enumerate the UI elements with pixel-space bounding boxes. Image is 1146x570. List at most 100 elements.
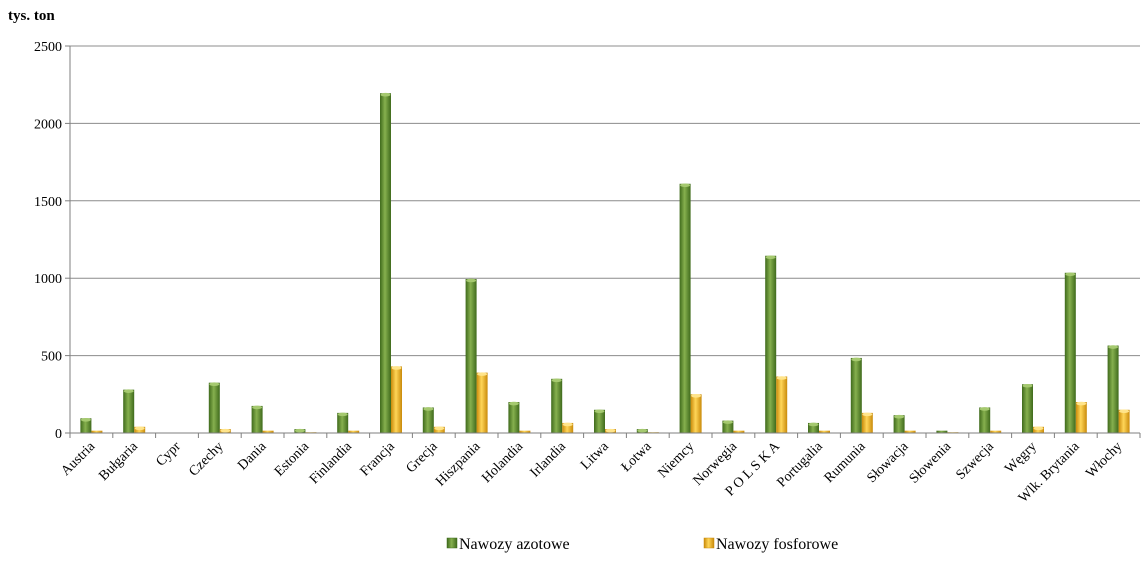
x-category-label: Słowenia <box>907 439 955 487</box>
bar-nawozy-fosforowe-body <box>776 376 788 433</box>
bar-nawozy-fosforowe <box>990 430 1002 433</box>
x-category-label: Hiszpania <box>433 439 484 490</box>
bar-nawozy-azotowe <box>208 382 220 433</box>
bar-nawozy-azotowe-cap <box>466 278 477 283</box>
bar-nawozy-azotowe-cap <box>637 428 648 433</box>
legend-item: Nawozy fosforowe <box>703 536 838 553</box>
bar-nawozy-azotowe-cap <box>1022 383 1033 388</box>
bar-nawozy-azotowe <box>465 278 477 433</box>
bar-nawozy-fosforowe-body <box>1118 409 1130 433</box>
bar-nawozy-fosforowe-body <box>690 394 702 433</box>
bar-nawozy-azotowe-body <box>80 418 92 433</box>
bar-nawozy-fosforowe-body <box>262 430 274 433</box>
bar-nawozy-azotowe <box>808 422 819 433</box>
x-category-label: Grecja <box>404 439 442 477</box>
bar-nawozy-azotowe <box>251 405 263 433</box>
bar-nawozy-azotowe-cap <box>551 378 562 383</box>
bar-nawozy-azotowe <box>123 389 135 433</box>
bar-nawozy-azotowe-body <box>465 278 477 433</box>
y-tick-label: 0 <box>55 427 62 442</box>
bar-nawozy-azotowe-cap <box>594 409 605 414</box>
x-category-label: Cypr <box>153 439 184 470</box>
x-category-label: Dania <box>235 439 270 474</box>
bar-nawozy-azotowe-body <box>422 407 434 433</box>
bar-nawozy-azotowe-body <box>979 407 991 433</box>
bar-nawozy-azotowe-cap <box>1108 345 1119 349</box>
bar-nawozy-azotowe <box>850 357 862 433</box>
bar-nawozy-fosforowe-body <box>904 430 916 433</box>
bar-nawozy-azotowe <box>936 430 948 433</box>
bar-nawozy-fosforowe-cap <box>391 366 402 370</box>
bar-nawozy-azotowe-cap <box>508 401 519 406</box>
bar-nawozy-azotowe <box>508 401 520 433</box>
bar-nawozy-azotowe <box>1064 272 1076 433</box>
bar-nawozy-azotowe-body <box>551 378 563 433</box>
bar-nawozy-azotowe-cap <box>808 422 819 427</box>
bar-nawozy-azotowe-body <box>893 415 905 433</box>
bar-nawozy-azotowe-body <box>508 402 520 433</box>
bar-nawozy-fosforowe <box>733 430 745 433</box>
legend-label: Nawozy fosforowe <box>716 536 838 553</box>
bar-nawozy-azotowe-cap <box>423 407 434 411</box>
bar-nawozy-fosforowe-body <box>519 430 531 433</box>
gridlines <box>65 45 1140 434</box>
bar-nawozy-fosforowe-cap <box>220 428 231 433</box>
bar-nawozy-fosforowe-cap <box>134 426 145 431</box>
bar-nawozy-fosforowe-cap <box>776 376 787 380</box>
bar-nawozy-fosforowe <box>1033 426 1044 433</box>
bar-nawozy-fosforowe-body <box>733 430 745 433</box>
legend-swatch <box>446 537 458 549</box>
bar-nawozy-azotowe <box>337 412 349 433</box>
x-category-label: Węgry <box>1002 439 1040 477</box>
bar-nawozy-azotowe-body <box>594 409 605 433</box>
legend-item: Nawozy azotowe <box>446 536 570 553</box>
x-category-label: Niemcy <box>655 439 697 481</box>
bars <box>80 92 1130 434</box>
bar-nawozy-fosforowe <box>605 428 616 433</box>
bar-nawozy-azotowe <box>422 407 434 433</box>
bar-nawozy-fosforowe <box>690 394 702 433</box>
x-category-label: Słowacja <box>865 439 912 486</box>
bar-nawozy-azotowe <box>893 414 905 433</box>
bar-nawozy-fosforowe-body <box>562 422 574 433</box>
bar-nawozy-azotowe-cap <box>209 382 220 386</box>
y-tick-label: 1000 <box>34 272 62 287</box>
bar-nawozy-fosforowe-cap <box>434 426 445 431</box>
bar-nawozy-azotowe <box>679 183 691 433</box>
x-category-label: Portugalia <box>775 439 827 491</box>
bar-nawozy-azotowe-cap <box>765 255 776 260</box>
bar-nawozy-fosforowe <box>904 430 916 433</box>
bar-nawozy-fosforowe-cap <box>605 428 616 433</box>
bar-nawozy-fosforowe-body <box>861 412 873 433</box>
bar-nawozy-azotowe <box>594 409 605 433</box>
bar-nawozy-fosforowe-cap <box>477 372 488 376</box>
bar-nawozy-azotowe-cap <box>722 420 733 424</box>
bar-nawozy-fosforowe <box>262 430 274 433</box>
bar-nawozy-fosforowe-body <box>91 430 103 433</box>
bar-nawozy-fosforowe <box>562 422 574 433</box>
bar-nawozy-fosforowe <box>776 376 788 433</box>
x-category-label: Bułgaria <box>96 439 141 484</box>
bar-nawozy-fosforowe <box>1075 401 1087 433</box>
x-category-label: Litwa <box>578 439 612 473</box>
bar-nawozy-azotowe-body <box>722 420 734 433</box>
bar-nawozy-azotowe-body <box>123 389 135 433</box>
bar-nawozy-azotowe-cap <box>851 357 862 362</box>
bar-nawozy-fosforowe-cap <box>1076 401 1087 406</box>
bar-nawozy-azotowe <box>1107 345 1119 433</box>
bar-nawozy-azotowe-cap <box>680 183 691 188</box>
bar-nawozy-fosforowe-cap <box>862 412 873 417</box>
x-category-label: Austria <box>58 439 98 479</box>
bar-nawozy-azotowe-body <box>1107 345 1119 433</box>
bar-nawozy-fosforowe <box>348 430 360 433</box>
bar-nawozy-fosforowe-cap <box>562 422 573 427</box>
y-tick-label: 2500 <box>34 40 62 55</box>
bar-nawozy-azotowe <box>636 428 648 433</box>
bar-nawozy-fosforowe-body <box>990 430 1002 433</box>
bar-nawozy-fosforowe <box>861 412 873 433</box>
bar-nawozy-fosforowe <box>134 426 146 433</box>
bar-nawozy-azotowe <box>722 420 734 433</box>
bar-nawozy-fosforowe-cap <box>1119 409 1130 414</box>
bar-nawozy-azotowe <box>979 407 991 433</box>
